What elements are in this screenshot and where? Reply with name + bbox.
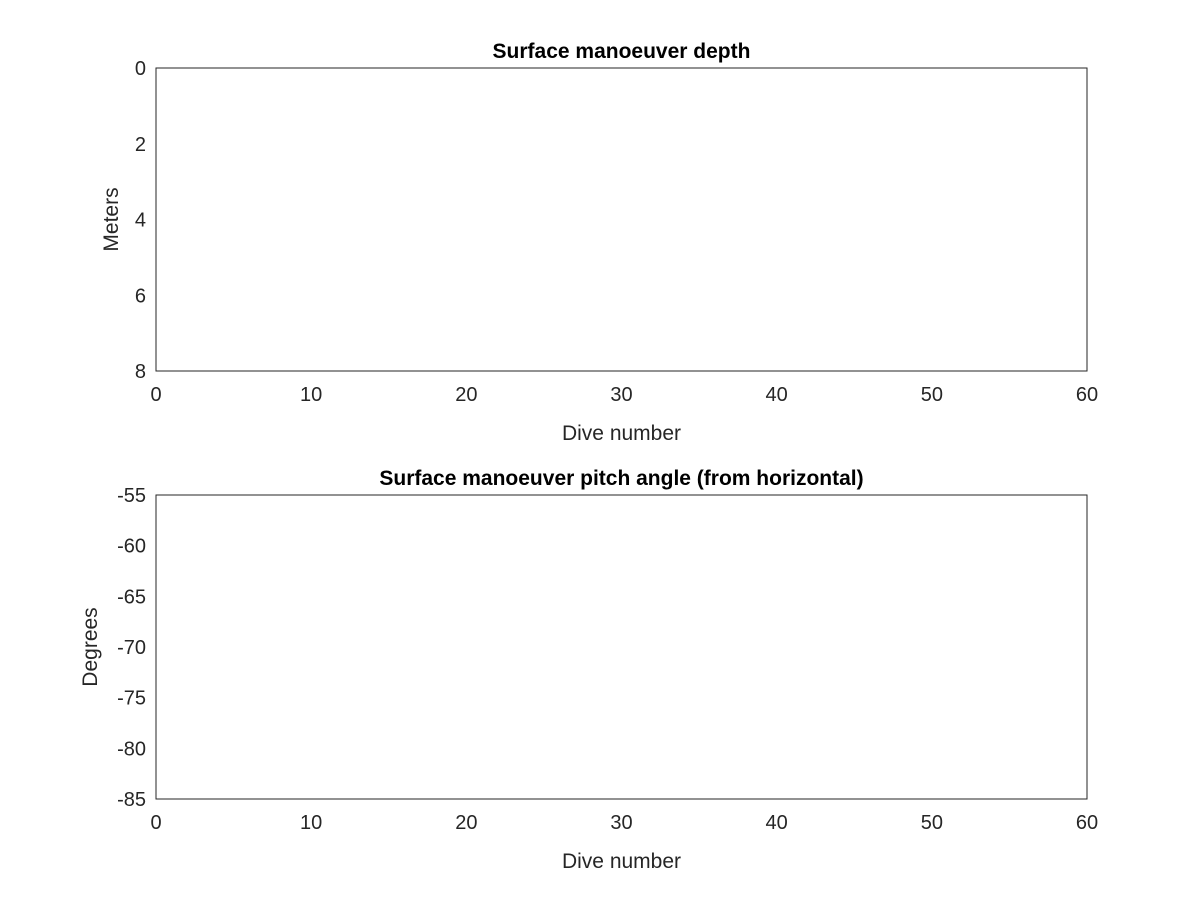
x-tick-label: 60 xyxy=(1076,384,1098,406)
y-tick-label: -85 xyxy=(117,789,146,811)
x-tick-label: 0 xyxy=(150,812,161,834)
x-tick-label: 40 xyxy=(766,384,788,406)
y-tick-label: -65 xyxy=(117,586,146,608)
x-axis-label: Dive number xyxy=(562,422,681,445)
y-axis-label: Meters xyxy=(100,187,123,251)
y-tick-label: -55 xyxy=(117,485,146,507)
y-tick-label: 0 xyxy=(135,58,146,80)
x-axis-label: Dive number xyxy=(562,850,681,873)
x-tick-label: 10 xyxy=(300,812,322,834)
axes-frame xyxy=(155,67,1088,372)
y-tick-label: -75 xyxy=(117,688,146,710)
x-tick-label: 40 xyxy=(766,812,788,834)
x-tick-label: 30 xyxy=(610,384,632,406)
chart-2: 0 10 20 30 40 50 60 -55 -60 -65 -70 -75 -80 -85 Surfac… xyxy=(79,467,1098,873)
x-tick-label: 10 xyxy=(300,384,322,406)
y-tick-label: -80 xyxy=(117,738,146,760)
chart-1: 0 10 20 30 40 50 60 0 2 4 6 8 Surface manoeuver dept… xyxy=(100,40,1098,445)
y-tick-label: 8 xyxy=(135,361,146,383)
x-tick-label: 50 xyxy=(921,384,943,406)
y-tick-label: -70 xyxy=(117,637,146,659)
x-tick-label: 20 xyxy=(455,812,477,834)
x-tick-label: 30 xyxy=(610,812,632,834)
x-tick-label: 50 xyxy=(921,812,943,834)
x-tick-label: 20 xyxy=(455,384,477,406)
x-tick-label: 60 xyxy=(1076,812,1098,834)
chart-title: Surface manoeuver depth xyxy=(493,40,751,63)
y-axis-label: Degrees xyxy=(79,607,102,686)
y-tick-label: 2 xyxy=(135,134,146,156)
x-tick-label: 0 xyxy=(150,384,161,406)
y-tick-label: 4 xyxy=(135,210,146,232)
axes-frame xyxy=(155,494,1088,800)
chart-title: Surface manoeuver pitch angle (from hori… xyxy=(379,467,863,490)
y-tick-label: 6 xyxy=(135,285,146,307)
y-tick-label: -60 xyxy=(117,536,146,558)
